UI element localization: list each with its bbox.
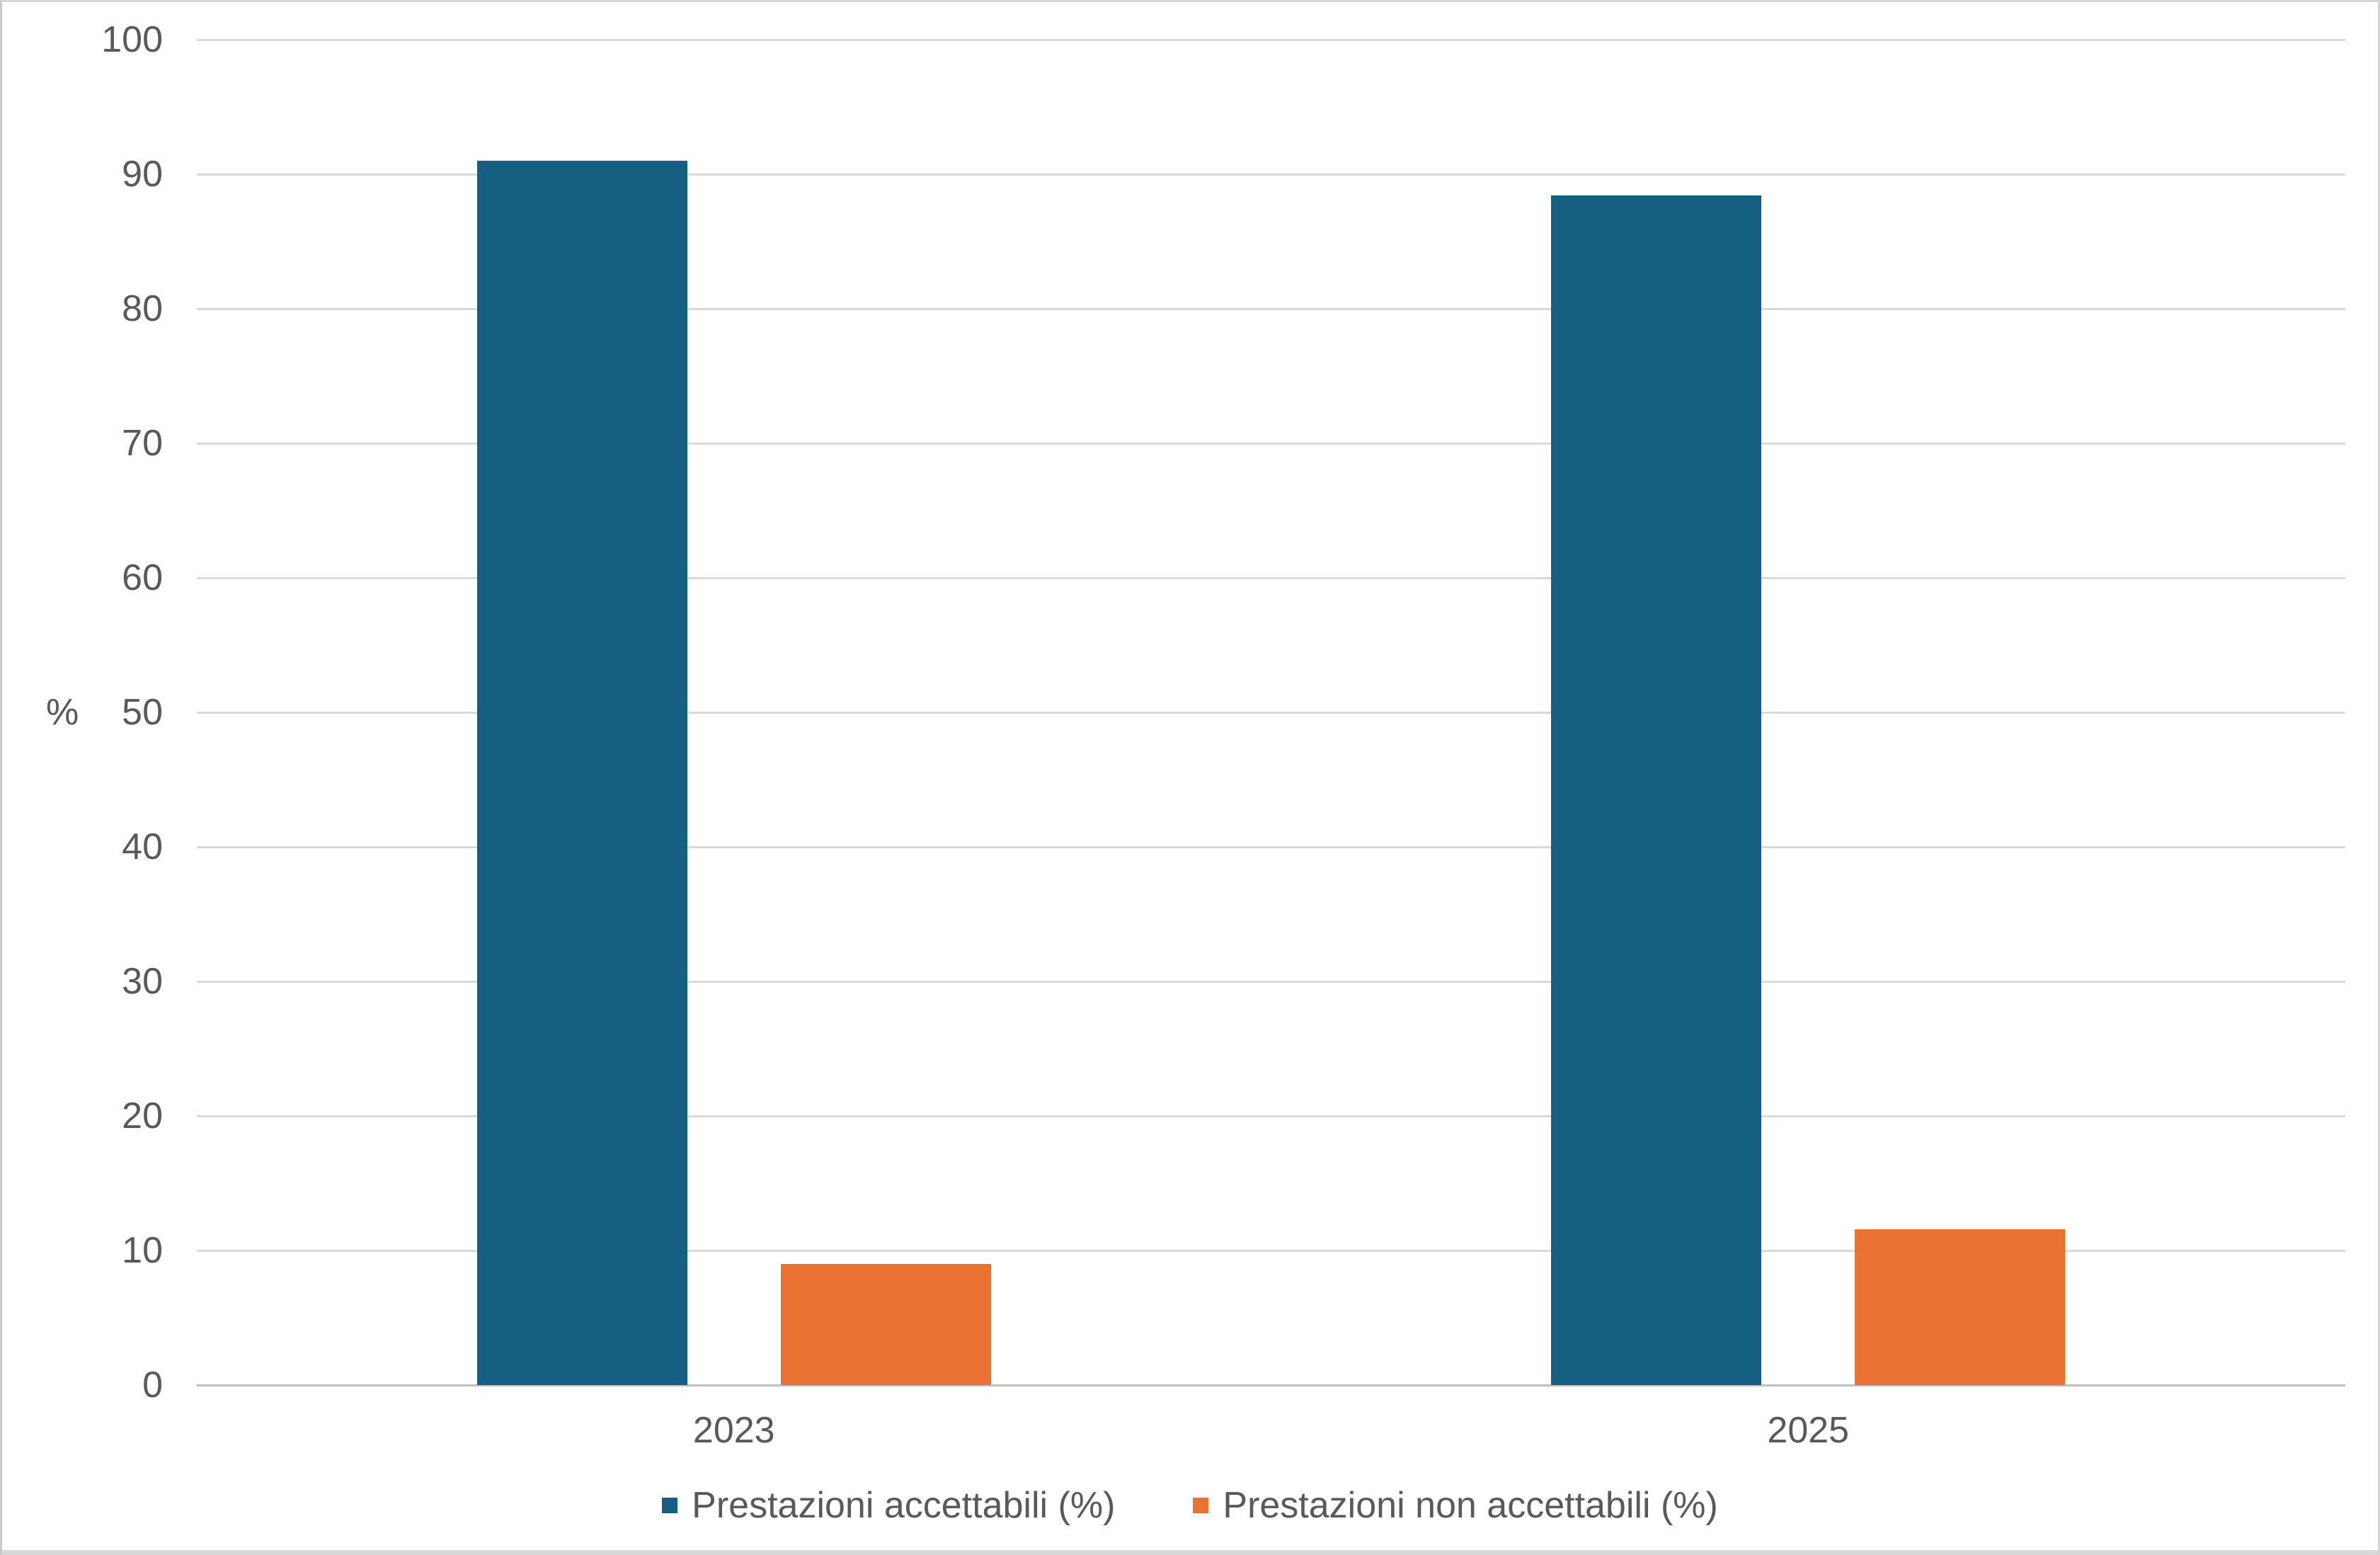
y-axis-title: % <box>46 692 79 733</box>
y-tick-label-80: 80 <box>122 288 163 329</box>
gridline-70 <box>197 442 2345 445</box>
legend-item-accettabili: Prestazioni accettabili (%) <box>662 1483 1115 1527</box>
gridline-90 <box>197 173 2345 176</box>
gridline-20 <box>197 1115 2345 1117</box>
bars-layer <box>197 40 2345 1385</box>
y-tick-label-10: 10 <box>122 1230 163 1271</box>
x-axis-line <box>197 1384 2345 1386</box>
gridline-80 <box>197 307 2345 310</box>
legend-swatch-accettabili-icon <box>662 1498 678 1513</box>
bar-2023-series-2 <box>780 1264 991 1385</box>
y-tick-label-0: 0 <box>142 1365 163 1406</box>
legend-swatch-non-accettabili-icon <box>1193 1498 1209 1513</box>
y-tick-label-50: 50 <box>122 692 163 733</box>
plot-area <box>197 38 2345 1386</box>
legend-label-non-accettabili: Prestazioni non accettabili (%) <box>1223 1485 1718 1526</box>
y-tick-label-30: 30 <box>122 961 163 1002</box>
y-tick-label-40: 40 <box>122 826 163 867</box>
x-axis-category-labels: 2023 2025 <box>197 1408 2345 1452</box>
gridline-10 <box>197 1249 2345 1252</box>
legend-item-non-accettabili: Prestazioni non accettabili (%) <box>1193 1483 1718 1527</box>
gridline-40 <box>197 845 2345 848</box>
y-tick-label-90: 90 <box>122 154 163 195</box>
gridline-50 <box>197 711 2345 714</box>
bar-2023-series-1 <box>476 161 687 1385</box>
category-label-2023: 2023 <box>692 1410 775 1451</box>
legend-label-accettabili: Prestazioni accettabili (%) <box>692 1485 1116 1526</box>
legend: Prestazioni accettabili (%) Prestazioni … <box>2 1483 2378 1527</box>
category-label-2025: 2025 <box>1767 1410 1850 1451</box>
bar-2025-series-1 <box>1551 195 1762 1385</box>
category-group-2023 <box>197 40 1271 1385</box>
gridline-60 <box>197 576 2345 579</box>
category-group-2025 <box>1271 40 2346 1385</box>
y-tick-label-20: 20 <box>122 1095 163 1137</box>
y-tick-label-70: 70 <box>122 423 163 464</box>
gridline-30 <box>197 980 2345 983</box>
y-axis-tick-labels: 0 10 20 30 40 50 60 70 80 90 100 <box>2 21 163 1404</box>
bar-2025-series-2 <box>1855 1229 2066 1385</box>
gridline-100 <box>197 38 2345 41</box>
y-tick-label-100: 100 <box>101 19 163 60</box>
bottom-edge-strip <box>2 1550 2378 1555</box>
y-tick-label-60: 60 <box>122 557 163 598</box>
